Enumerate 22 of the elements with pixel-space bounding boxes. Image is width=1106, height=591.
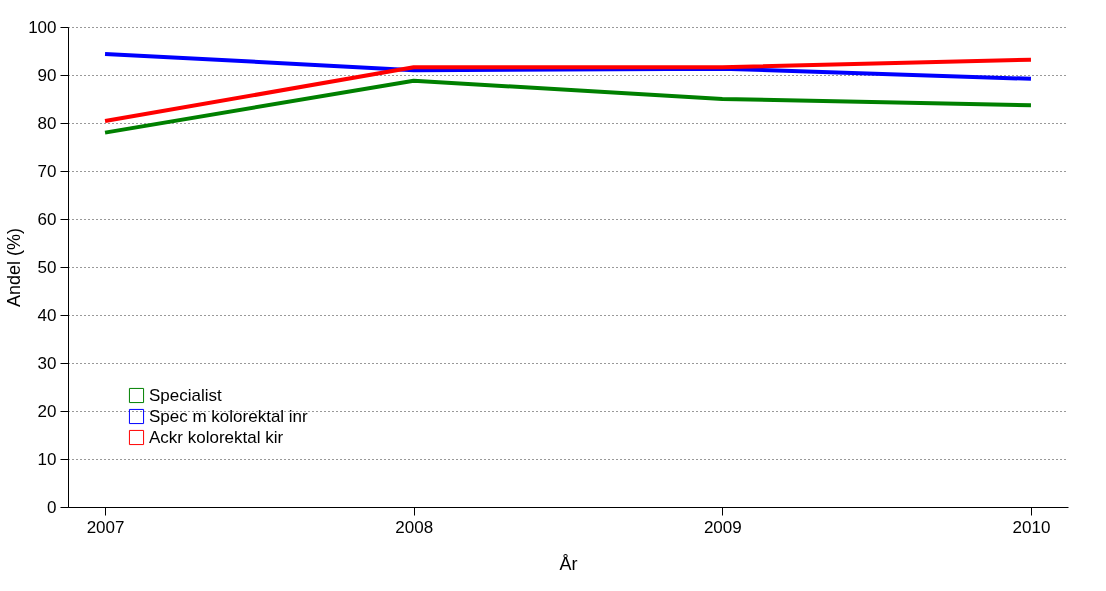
legend-label: Specialist	[149, 385, 223, 405]
y-tick-label: 10	[37, 449, 57, 469]
x-tick-label: 2010	[1012, 517, 1051, 537]
x-axis-title: År	[559, 553, 578, 574]
legend-label: Ackr kolorektal kir	[149, 427, 284, 447]
y-tick-label: 40	[37, 305, 57, 325]
y-tick-label: 0	[47, 497, 57, 517]
y-tick-label: 100	[28, 17, 57, 37]
legend-label: Spec m kolorektal inr	[149, 406, 309, 426]
y-axis-title: Andel (%)	[4, 227, 25, 308]
y-tick-label: 90	[37, 65, 57, 85]
y-tick-label: 70	[37, 161, 57, 181]
y-tick-label: 50	[37, 257, 57, 277]
x-tick-label: 2008	[395, 517, 434, 537]
y-tick-label: 20	[37, 401, 57, 421]
x-tick-label: 2009	[703, 517, 742, 537]
y-tick-label: 60	[37, 209, 57, 229]
line-series	[103, 78, 1033, 135]
y-tick-label: 80	[37, 113, 57, 133]
x-tick-label: 2007	[86, 517, 125, 537]
line-series	[103, 51, 1033, 81]
y-tick-label: 30	[37, 353, 57, 373]
